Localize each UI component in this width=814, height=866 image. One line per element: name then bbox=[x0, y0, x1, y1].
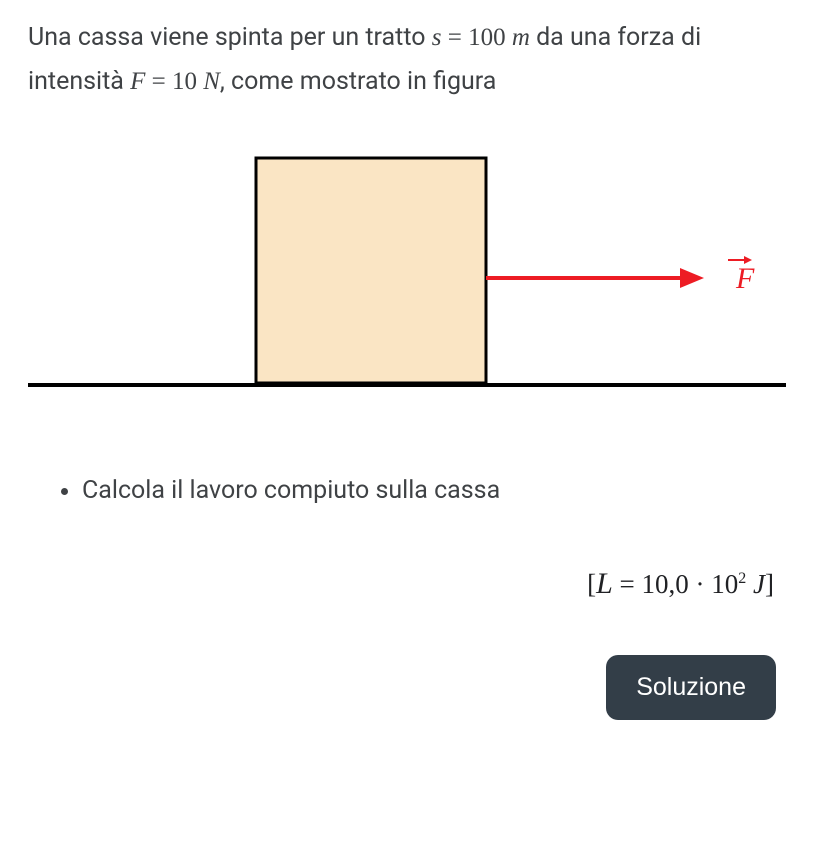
var-F: F bbox=[130, 68, 145, 95]
force-label: F bbox=[735, 262, 755, 295]
eq-sign: = bbox=[441, 24, 468, 51]
var-L: L bbox=[596, 567, 613, 600]
problem-statement: Una cassa viene spinta per un tratto s =… bbox=[28, 16, 786, 104]
text-segment: Una cassa viene spinta per un tratto bbox=[28, 23, 432, 52]
solution-button[interactable]: Soluzione bbox=[606, 655, 776, 720]
answer-value: = 10,0 · 10 bbox=[613, 569, 738, 599]
answer-expression: [L = 10,0 · 102 J] bbox=[28, 567, 786, 601]
unit-s: m bbox=[506, 24, 530, 51]
var-s: s bbox=[432, 24, 442, 51]
figure-svg: F bbox=[28, 148, 786, 408]
question-item: Calcola il lavoro compiuto sulla cassa bbox=[82, 472, 786, 510]
question-list: Calcola il lavoro compiuto sulla cassa bbox=[28, 472, 786, 510]
answer-unit: J bbox=[746, 569, 765, 599]
bracket-close: ] bbox=[765, 569, 774, 599]
box-shape bbox=[256, 158, 486, 383]
bracket-open: [ bbox=[587, 569, 596, 599]
val-s: 100 bbox=[468, 24, 506, 51]
text-segment: , come mostrato in figura bbox=[220, 67, 496, 96]
unit-F: N bbox=[197, 68, 220, 95]
eq-sign: = bbox=[145, 68, 172, 95]
val-F: 10 bbox=[172, 68, 197, 95]
force-arrow-head bbox=[680, 268, 704, 288]
figure: F bbox=[28, 148, 786, 412]
button-row: Soluzione bbox=[28, 655, 786, 720]
